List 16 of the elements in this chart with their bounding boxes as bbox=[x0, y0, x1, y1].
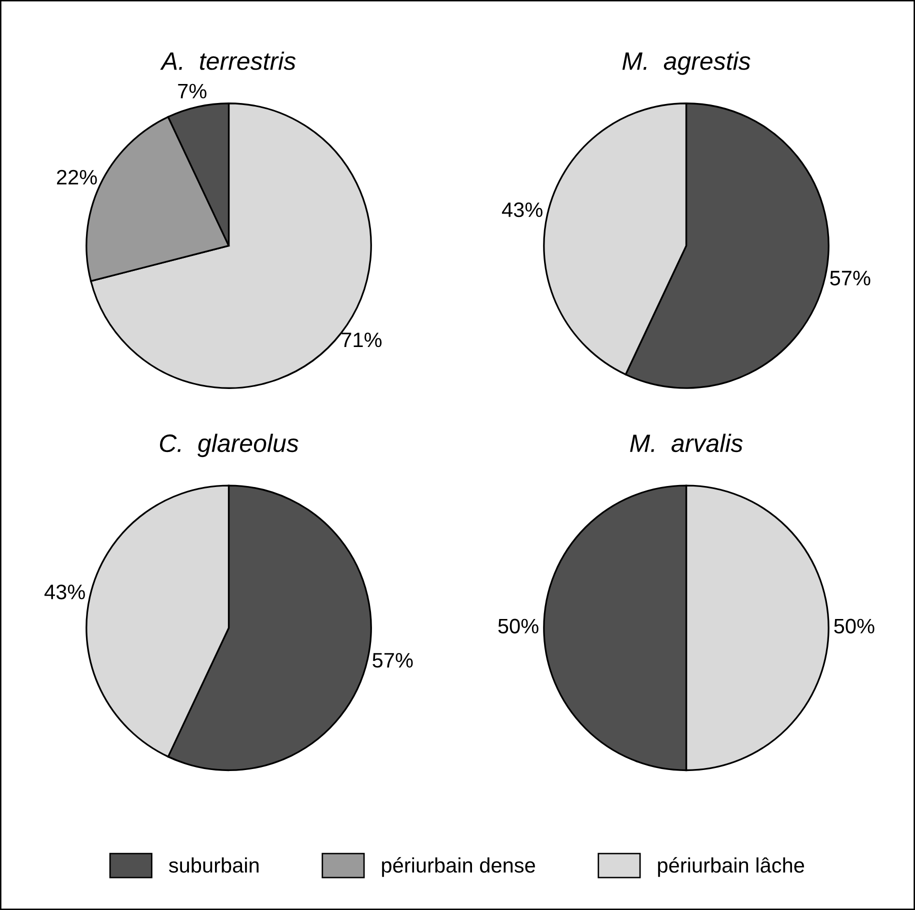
data-label: 43% bbox=[44, 584, 85, 600]
data-label: 57% bbox=[830, 270, 870, 286]
legend-label: périurbain lâche bbox=[658, 857, 804, 877]
data-label: 50% bbox=[834, 618, 874, 634]
chart-title: M. agrestis bbox=[622, 52, 750, 75]
data-label: 43% bbox=[502, 202, 542, 218]
data-label: 50% bbox=[498, 618, 538, 634]
legend-label: suburbain bbox=[168, 857, 259, 873]
data-label: 7% bbox=[178, 84, 206, 98]
chart-title: C. glareolus bbox=[160, 434, 298, 458]
data-label: 71% bbox=[342, 332, 382, 348]
chart-title: M. arvalis bbox=[630, 434, 743, 452]
data-label: 57% bbox=[372, 652, 413, 668]
chart-title: A. terrestris bbox=[160, 52, 296, 70]
legend-label: périurbain dense bbox=[382, 857, 535, 877]
data-label: 22% bbox=[56, 170, 97, 185]
